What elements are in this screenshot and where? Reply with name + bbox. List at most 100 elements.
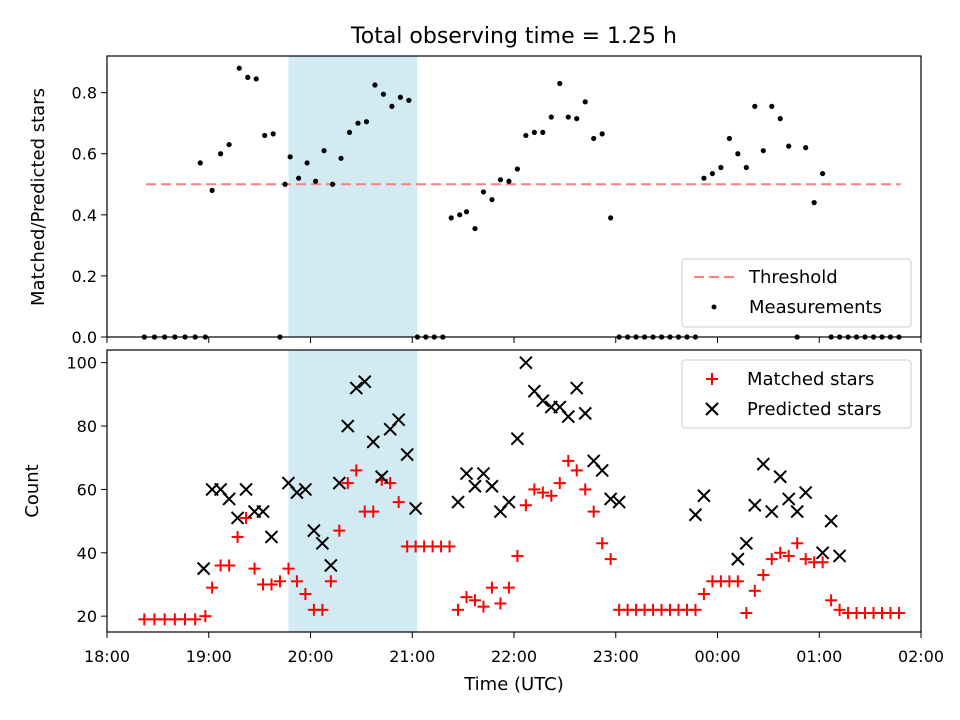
legend-matched-label: Matched stars xyxy=(747,369,874,390)
matched-star-point xyxy=(765,553,778,566)
matched-star-point xyxy=(189,613,202,626)
bottom-y-ticks: 20 40 60 80 100 xyxy=(66,354,107,626)
predicted-star-point xyxy=(832,549,847,563)
bottom-legend: Matched stars Predicted stars xyxy=(681,359,912,429)
matched-star-point xyxy=(511,549,524,562)
measurement-point xyxy=(803,145,809,151)
predicted-stars-points xyxy=(196,355,847,576)
predicted-star-point xyxy=(222,492,236,506)
predicted-star-point xyxy=(298,482,313,497)
matched-star-point xyxy=(596,537,609,550)
x-tick-label: 02:00 xyxy=(898,647,944,666)
predicted-star-point xyxy=(349,381,363,395)
measurement-point xyxy=(582,99,588,105)
matched-star-point xyxy=(757,568,770,581)
measurement-point xyxy=(312,178,319,184)
bottom-y-tick-label: 100 xyxy=(66,354,97,373)
predicted-star-point xyxy=(307,523,321,538)
matched-star-point xyxy=(138,613,151,626)
top-panel: 0.00.20.40.60.8 Matched/Predicted stars … xyxy=(28,55,922,347)
matched-star-point xyxy=(333,524,346,537)
matched-star-point xyxy=(324,575,337,588)
measurement-point xyxy=(506,178,512,184)
matched-star-point xyxy=(384,477,397,490)
matched-stars-points xyxy=(138,454,905,626)
x-tick-label: 21:00 xyxy=(389,647,435,666)
predicted-star-point xyxy=(739,536,754,550)
predicted-star-point xyxy=(290,485,304,500)
matched-star-point xyxy=(350,464,363,477)
matched-star-point xyxy=(299,587,312,600)
predicted-star-point xyxy=(603,492,618,506)
matched-star-point xyxy=(341,477,354,490)
top-legend: Threshold Measurements xyxy=(681,258,912,328)
measurement-point xyxy=(389,103,395,109)
predicted-star-point xyxy=(256,504,270,519)
matched-star-point xyxy=(316,603,329,616)
predicted-star-point xyxy=(400,447,414,462)
matched-star-point xyxy=(731,575,744,588)
top-y-tick-label: 0.6 xyxy=(72,145,97,164)
predicted-star-point xyxy=(748,498,762,512)
measurement-point xyxy=(701,175,707,181)
measurement-point xyxy=(514,166,520,172)
predicted-star-point xyxy=(391,413,406,427)
measurement-point xyxy=(296,175,302,181)
matched-star-point xyxy=(168,613,181,626)
top-y-tick-label: 0.8 xyxy=(72,84,97,103)
measurement-point xyxy=(262,132,268,139)
matched-star-point xyxy=(799,553,812,566)
legend-matched-swatch xyxy=(706,373,718,385)
predicted-star-point xyxy=(578,406,592,421)
matched-star-point xyxy=(579,483,592,496)
measurement-point xyxy=(557,80,563,87)
matched-star-point xyxy=(570,464,583,477)
matched-star-point xyxy=(148,613,161,626)
matched-star-point xyxy=(502,581,515,594)
top-legend-box xyxy=(681,258,912,328)
measurement-point xyxy=(735,151,741,157)
measurement-points xyxy=(141,65,902,340)
measurement-point xyxy=(820,170,826,177)
top-y-axis-label: Matched/Predicted stars xyxy=(28,88,49,306)
matched-star-point xyxy=(231,530,244,543)
matched-star-point xyxy=(748,584,761,597)
matched-star-point xyxy=(545,489,558,502)
predicted-star-point xyxy=(765,504,779,519)
measurement-point xyxy=(245,74,251,80)
matched-star-point xyxy=(392,496,405,509)
bottom-y-tick-label: 80 xyxy=(77,417,97,436)
predicted-star-point xyxy=(782,492,796,506)
x-tick-label: 20:00 xyxy=(287,647,333,666)
measurement-point xyxy=(236,65,242,71)
bottom-panel: 20 40 60 80 100 18:00 19:00 20:00 21:00 22:00 23:… xyxy=(22,349,944,695)
bottom-y-tick-label: 60 xyxy=(77,480,97,499)
predicted-star-point xyxy=(595,463,609,478)
bottom-x-ticks: 18:00 19:00 20:00 21:00 22:00 23:00 00:00 01:00… xyxy=(84,632,944,666)
matched-star-point xyxy=(158,613,171,626)
matched-star-point xyxy=(553,477,566,490)
matched-star-point xyxy=(223,559,236,572)
predicted-star-point xyxy=(697,489,711,503)
measurement-point xyxy=(363,119,370,125)
predicted-star-point xyxy=(485,479,499,493)
measurement-point xyxy=(253,76,259,82)
measurement-point xyxy=(786,143,792,149)
measurement-point xyxy=(769,103,775,109)
measurement-point xyxy=(304,160,310,166)
matched-star-point xyxy=(689,603,702,616)
legend-predicted-label: Predicted stars xyxy=(747,399,881,420)
measurement-point xyxy=(346,129,353,135)
matched-star-point xyxy=(477,600,490,613)
matched-star-point xyxy=(460,591,473,604)
matched-star-point xyxy=(528,483,541,496)
top-y-ticks: 0.0 0.2 0.4 0.6 0.8 xyxy=(72,84,107,347)
matched-star-point xyxy=(774,546,787,559)
measurement-point xyxy=(811,200,817,206)
predicted-star-point xyxy=(196,561,211,576)
predicted-star-point xyxy=(570,381,584,395)
predicted-star-point xyxy=(476,466,491,481)
matched-star-point xyxy=(485,581,498,594)
predicted-star-point xyxy=(824,514,838,528)
